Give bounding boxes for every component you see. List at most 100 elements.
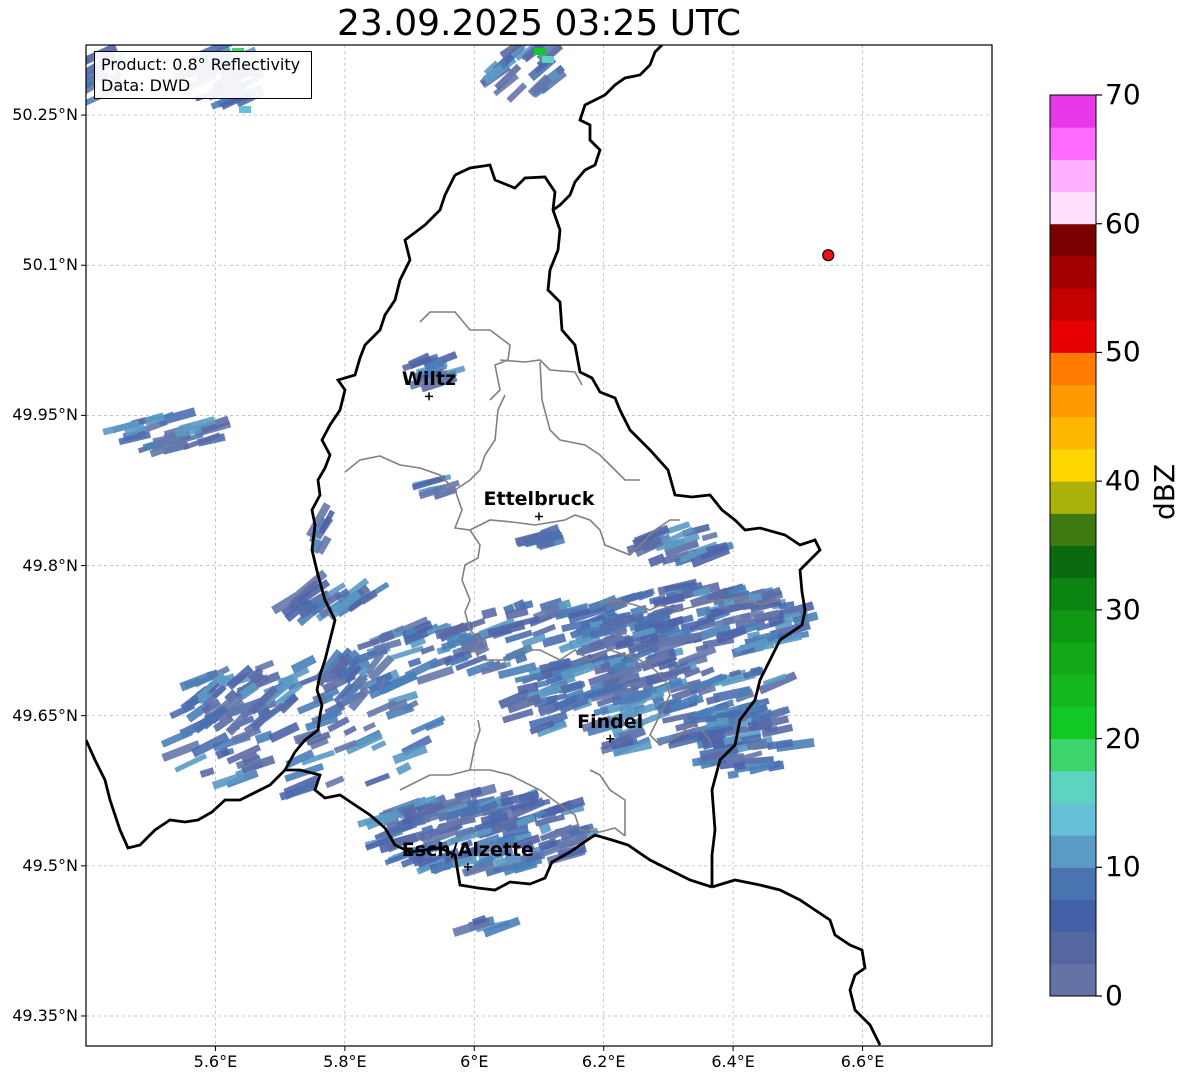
radar-echo (378, 630, 396, 644)
radar-echo (301, 749, 336, 766)
radar-echo (515, 45, 547, 62)
radar-echo (512, 834, 541, 851)
city-marker (463, 862, 472, 871)
radar-echo (753, 640, 775, 652)
radar-echoes (86, 45, 819, 938)
radar-echo (247, 667, 264, 682)
radar-echo (348, 686, 371, 712)
radar-echo (473, 643, 490, 657)
radar-echo (611, 655, 640, 674)
radar-echo (305, 731, 331, 746)
radar-echo (502, 826, 530, 839)
product-label: Product: 0.8° Reflectivity (101, 55, 301, 74)
radar-echo (656, 734, 677, 746)
radar-echo (538, 838, 558, 852)
radar-echo (767, 739, 794, 750)
radar-echo (589, 625, 628, 639)
colorbar-tick-label: 40 (1105, 464, 1141, 498)
colorbar-segment (1050, 738, 1096, 772)
radar-echo (741, 733, 762, 745)
radar-echo (475, 919, 510, 933)
radar-echo (727, 770, 739, 780)
radar-echo (392, 744, 428, 765)
radar-echo (344, 730, 384, 755)
radar-echo (455, 827, 475, 840)
radar-echo (271, 591, 302, 615)
radar-echo (581, 715, 612, 733)
radar-echo (404, 657, 440, 680)
radar-echo (196, 671, 226, 700)
radar-echo (615, 626, 628, 637)
radar-echo (199, 767, 215, 778)
radar-echo (315, 535, 332, 555)
radar-echo (333, 682, 354, 704)
colorbar-tick-label: 0 (1105, 979, 1123, 1012)
radar-echo (583, 682, 624, 701)
radar-echo (443, 847, 477, 864)
radar-echo (709, 607, 725, 619)
radar-echo (652, 639, 686, 655)
radar-echo (268, 721, 300, 743)
radar-echo (118, 431, 151, 446)
radar-echo (601, 615, 614, 625)
radar-echo (443, 651, 466, 667)
radar-echo (364, 772, 391, 787)
radar-echo (522, 45, 554, 62)
radar-echo (669, 678, 702, 694)
radar-echo (158, 435, 186, 448)
radar-echo (559, 698, 589, 714)
radar-echo (341, 577, 370, 602)
colorbar-segment (1050, 706, 1096, 740)
radar-echo (221, 693, 238, 709)
radar-echo (385, 703, 415, 720)
radar-echo (370, 740, 387, 752)
colorbar-segment (1050, 223, 1096, 257)
radar-echo (407, 657, 422, 668)
radar-echo (524, 531, 564, 548)
radar-echo (527, 74, 552, 98)
radar-echo (500, 789, 514, 799)
radar-echo (190, 732, 230, 758)
radar-echo (551, 662, 584, 678)
colorbar-segment (1050, 255, 1096, 289)
radar-echo (618, 686, 658, 706)
radar-echo (368, 683, 391, 700)
city-label: Wiltz (401, 368, 457, 391)
radar-echo (411, 475, 447, 491)
radar-echo (460, 807, 498, 821)
data-source-label: Data: DWD (101, 76, 191, 95)
radar-echo (483, 60, 500, 76)
radar-echo (226, 744, 262, 765)
radar-echo (149, 439, 186, 458)
radar-echo (560, 661, 595, 681)
radar-echo (666, 632, 703, 645)
radar-echo (586, 717, 626, 737)
radar-echo (326, 589, 362, 621)
radar-echo (437, 804, 479, 822)
radar-echo (661, 548, 697, 565)
radar-echo (422, 827, 459, 847)
colorbar-segment (1050, 448, 1096, 482)
radar-echo (700, 666, 715, 677)
radar-echo (705, 694, 721, 706)
lon-tick-label: 6.2°E (581, 1052, 626, 1071)
radar-echo (365, 835, 395, 851)
colorbar (1049, 94, 1102, 997)
colorbar-tick-label: 50 (1105, 335, 1141, 369)
radar-echo (408, 369, 449, 390)
radar-echo (537, 703, 557, 717)
radar-echo (506, 693, 542, 714)
radar-echo (752, 609, 780, 621)
radar-echo (422, 810, 449, 824)
radar-echo (249, 685, 279, 715)
radar-echo (305, 502, 331, 539)
radar-echo (327, 716, 350, 733)
radar-echo (614, 638, 635, 651)
radar-echo (395, 761, 412, 776)
radar-echo (504, 629, 533, 644)
radar-echo (701, 531, 718, 542)
colorbar-frame (1049, 94, 1097, 997)
map-gridlines (86, 45, 992, 1046)
radar-echo (413, 795, 437, 808)
radar-echo (185, 700, 212, 723)
